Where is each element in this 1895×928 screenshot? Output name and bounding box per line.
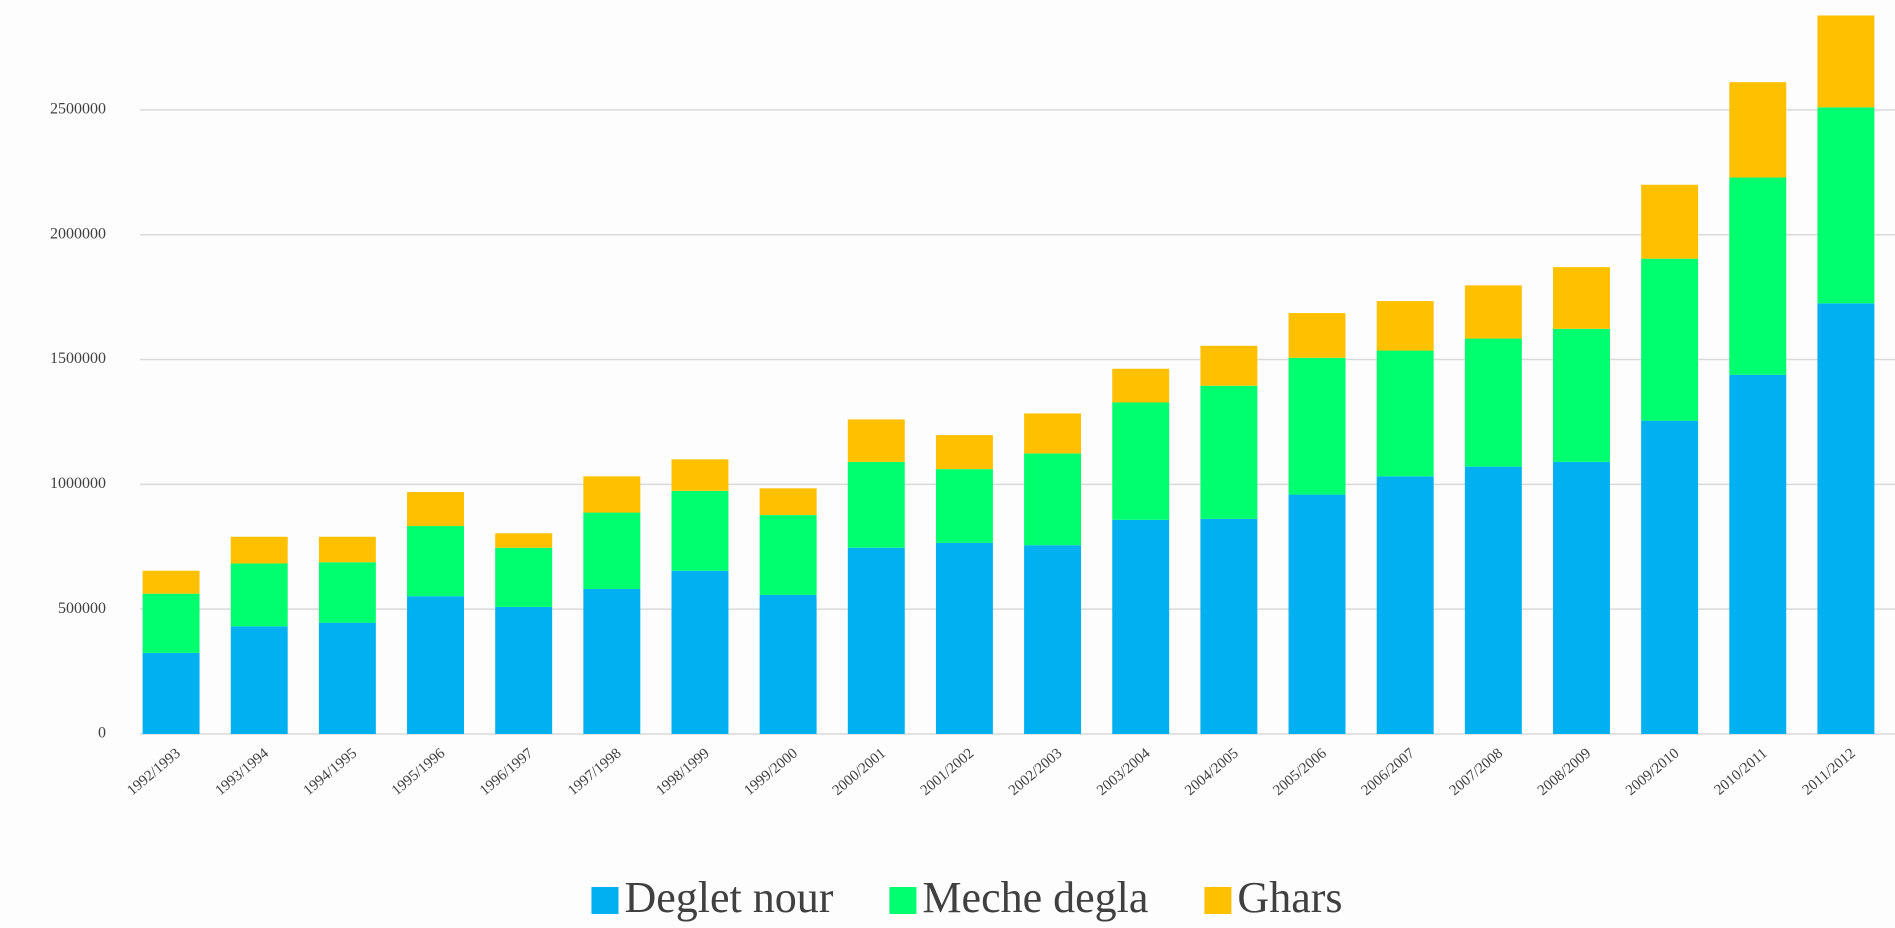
bar-segment	[759, 594, 817, 734]
bar-segment	[1464, 466, 1522, 734]
bar-segment	[495, 533, 553, 548]
x-tick-label: 2003/2004	[1094, 745, 1154, 799]
bar-segment	[847, 419, 905, 462]
y-tick-label: 0	[98, 725, 106, 742]
bar-segment	[847, 547, 905, 734]
x-tick-label: 2001/2002	[918, 745, 977, 799]
bar-segment	[583, 476, 641, 513]
x-tick-label: 1998/1999	[653, 745, 712, 799]
bar-segment	[407, 596, 464, 734]
bar-segment	[1817, 15, 1875, 108]
bar-segment	[583, 512, 641, 589]
y-tick-label: 500000	[58, 600, 106, 617]
bar-segment	[1641, 258, 1699, 421]
bar-segment	[1200, 518, 1258, 734]
x-tick-label: 2011/2012	[1800, 745, 1859, 798]
bar-segment	[1553, 461, 1610, 734]
bar-segment	[1729, 374, 1787, 734]
bar-segment	[935, 435, 993, 470]
bar-segment	[1817, 107, 1875, 304]
x-tick-label: 1993/1994	[213, 745, 273, 799]
bar-segment	[671, 490, 729, 571]
bar-segment	[847, 461, 905, 548]
bar-segment	[407, 526, 464, 597]
x-tick-label: 2002/2003	[1006, 745, 1065, 799]
x-tick-label: 2007/2008	[1447, 745, 1506, 799]
bar-segment	[671, 459, 729, 491]
x-tick-label: 2005/2006	[1270, 745, 1330, 799]
bar-segment	[142, 652, 200, 734]
bar-segment	[1200, 345, 1258, 386]
x-tick-label: 2010/2011	[1712, 745, 1771, 798]
x-tick-label: 1994/1995	[301, 745, 360, 799]
y-tick-label: 1000000	[50, 475, 106, 492]
bar-segment	[230, 626, 288, 734]
x-tick-label: 2000/2001	[830, 745, 889, 799]
bar-segment	[1817, 303, 1875, 734]
bar-segment	[1200, 385, 1258, 519]
bar-segment	[495, 606, 553, 734]
bar-segment	[495, 547, 553, 607]
bar-segment	[1376, 350, 1434, 477]
x-tick-label: 2009/2010	[1623, 745, 1682, 799]
bar-segment	[671, 570, 729, 734]
x-tick-label: 2006/2007	[1359, 745, 1419, 799]
bar-segment	[318, 622, 376, 734]
bar-segment	[1464, 338, 1522, 467]
x-tick-label: 1995/1996	[389, 745, 449, 799]
bar-segment	[230, 563, 288, 627]
bar-segment	[1288, 313, 1346, 358]
y-tick-label: 2000000	[50, 225, 106, 242]
bar-segment	[407, 492, 464, 527]
x-tick-label: 1992/1993	[124, 745, 183, 799]
bar-segment	[1288, 357, 1346, 495]
bar-segment	[1464, 285, 1522, 339]
bar-segment	[1112, 519, 1170, 734]
bar-segment	[759, 488, 817, 516]
bar-segment	[1024, 453, 1082, 546]
bar-segment	[759, 515, 817, 595]
bar-segment	[935, 542, 993, 734]
bar-segment	[142, 593, 200, 653]
bar-segment	[583, 588, 641, 734]
x-tick-label: 1996/1997	[477, 745, 537, 799]
legend-label: Deglet nour	[624, 873, 833, 922]
legend-swatch	[1204, 887, 1232, 914]
x-tick-label: 2008/2009	[1535, 745, 1594, 799]
x-tick-label: 2004/2005	[1182, 745, 1241, 799]
bar-segment	[1376, 476, 1434, 734]
bar-segment	[1112, 368, 1170, 403]
bar-segment	[230, 536, 288, 564]
x-tick-label: 1999/2000	[741, 745, 800, 799]
bar-segment	[1376, 301, 1434, 351]
bar-segment	[1288, 494, 1346, 734]
bar-segment	[1024, 545, 1082, 734]
legend-swatch	[591, 887, 619, 914]
bar-segment	[935, 469, 993, 543]
bar-segment	[1729, 177, 1787, 375]
legend-swatch	[889, 887, 917, 914]
bar-segment	[1112, 402, 1170, 520]
legend-label: Meche degla	[922, 873, 1148, 922]
y-tick-label: 2500000	[50, 101, 106, 118]
bar-segment	[1641, 420, 1699, 734]
y-tick-label: 1500000	[50, 350, 106, 367]
bar-segment	[1729, 82, 1787, 178]
bar-segment	[1553, 328, 1610, 462]
bar-segment	[318, 536, 376, 563]
bar-segment	[1024, 413, 1082, 454]
bar-segment	[1641, 184, 1699, 259]
legend-label: Ghars	[1237, 873, 1342, 922]
bar-segment	[318, 562, 376, 623]
x-tick-label: 1997/1998	[565, 745, 624, 799]
bar-segment	[142, 570, 200, 594]
bar-segment	[1553, 267, 1610, 329]
